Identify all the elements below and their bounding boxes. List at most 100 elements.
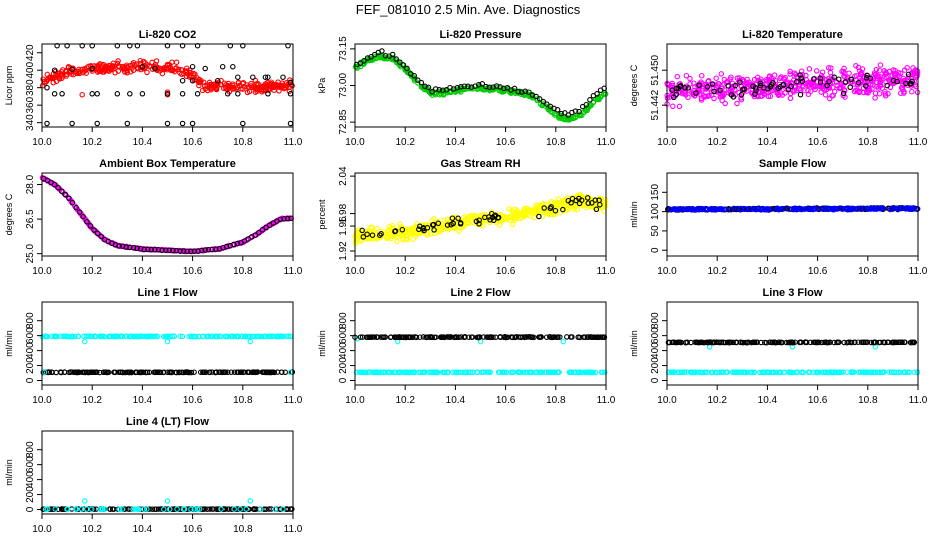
data-point (792, 205, 798, 212)
data-point (569, 334, 575, 340)
x-tick-label: 10.2 (707, 395, 727, 406)
data-point (483, 83, 489, 90)
data-point (728, 206, 734, 213)
data-point (53, 78, 60, 85)
data-point (69, 199, 76, 206)
data-point (874, 83, 880, 90)
data-point (877, 369, 883, 375)
data-point (874, 369, 881, 375)
data-point (185, 369, 191, 376)
data-point (813, 68, 820, 74)
data-point (53, 369, 59, 376)
y-tick-label: 26.5 (25, 209, 36, 229)
data-point (682, 85, 688, 91)
data-point (283, 333, 289, 339)
data-point (790, 369, 796, 376)
data-point (807, 369, 813, 375)
data-point (378, 334, 384, 340)
data-point (51, 91, 58, 97)
data-point (510, 369, 516, 375)
data-point (166, 369, 173, 376)
data-point (816, 369, 822, 375)
data-point (885, 73, 891, 80)
data-point (602, 369, 608, 376)
data-point (886, 68, 893, 75)
data-point (114, 91, 121, 97)
x-tick-label: 10.6 (808, 395, 828, 406)
data-point (533, 93, 539, 100)
x-tick-label: 10.4 (446, 137, 466, 148)
data-point (214, 77, 221, 84)
data-point (700, 369, 706, 376)
x-tick-label: 10.6 (808, 137, 828, 148)
data-point (779, 92, 786, 98)
data-point (88, 369, 94, 376)
data-point (808, 81, 815, 88)
y-tick-label: 0 (650, 377, 661, 383)
data-point (252, 84, 258, 90)
data-point (75, 333, 81, 340)
data-point (780, 82, 787, 88)
data-point (94, 369, 100, 375)
data-point (162, 247, 169, 253)
x-tick-label: 10.8 (233, 137, 253, 148)
data-point (905, 369, 911, 376)
data-point (479, 81, 486, 87)
data-point (717, 87, 723, 94)
figure-title: FEF_081010 2.5 Min. Ave. Diagnostics (356, 2, 581, 17)
data-point (394, 334, 401, 341)
data-point (407, 334, 414, 340)
data-point (231, 241, 237, 248)
data-point (525, 334, 532, 340)
data-point (552, 207, 559, 214)
panel-title-boxtemp: Ambient Box Temperature (99, 158, 236, 170)
chart-panel-boxtemp: Ambient Box Temperature degrees C 10.0 10.2… (4, 158, 303, 277)
data-point (898, 84, 905, 91)
data-point (522, 88, 529, 95)
data-point (557, 210, 563, 216)
data-point (892, 205, 898, 212)
data-point (116, 243, 122, 249)
data-point (228, 333, 235, 340)
data-point (824, 82, 830, 89)
data-point (823, 205, 829, 212)
data-point (404, 65, 410, 72)
y-tick-label: 800 (650, 312, 661, 329)
data-point (370, 233, 377, 240)
data-point (98, 64, 104, 71)
data-point (416, 226, 422, 233)
data-point (757, 82, 764, 89)
data-point (778, 74, 784, 80)
data-point (357, 334, 364, 340)
y-tick-label: 150 (650, 184, 661, 201)
data-point (518, 334, 524, 341)
data-point (242, 333, 248, 340)
plot-frame-line1 (41, 301, 294, 386)
data-point (703, 93, 709, 99)
data-point (166, 247, 173, 253)
data-point (159, 70, 166, 77)
y-axis-label-line2: ml/min (317, 330, 327, 357)
data-point (906, 206, 913, 212)
data-point (830, 369, 836, 376)
data-point (164, 120, 171, 127)
data-point (189, 63, 196, 70)
data-point (909, 88, 915, 95)
data-point (436, 87, 443, 93)
data-point (872, 205, 878, 212)
data-point (171, 333, 177, 340)
data-point (811, 82, 817, 88)
data-point (840, 90, 847, 97)
chart-panel-line3: Line 3 Flow ml/min 10.0 10.2 10.4 10.6 10.8 11.… (629, 287, 928, 406)
plot-frame-boxtemp (41, 172, 294, 257)
x-tick-label: 10.0 (32, 524, 52, 535)
data-point (148, 246, 155, 253)
data-point (209, 246, 216, 253)
data-point (741, 206, 748, 212)
data-point (145, 333, 151, 340)
x-tick-label: 10.2 (395, 266, 415, 277)
data-point (59, 91, 65, 97)
x-tick-label: 10.6 (496, 266, 516, 277)
data-point (718, 369, 725, 375)
data-point (872, 95, 878, 101)
